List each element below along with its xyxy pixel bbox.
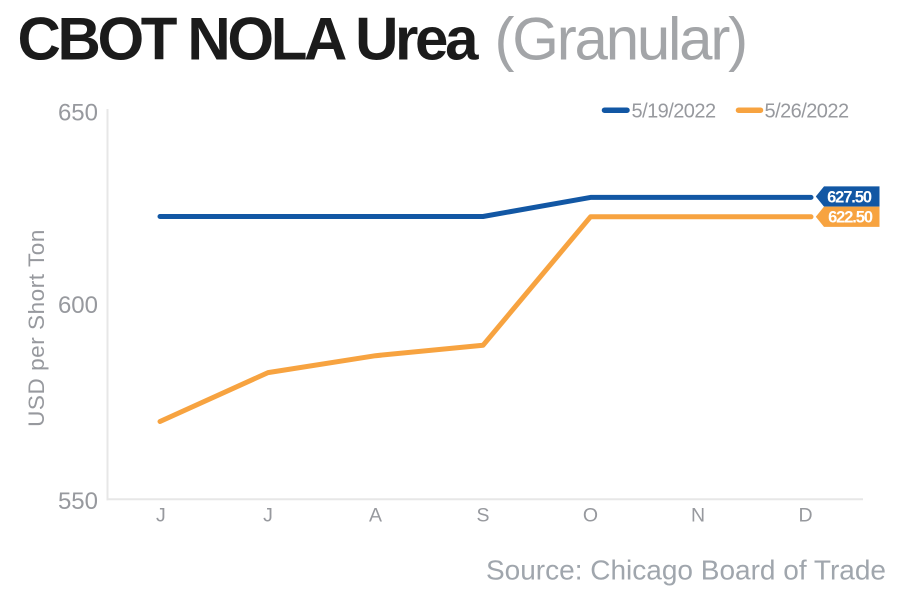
- svg-text:A: A: [369, 504, 382, 526]
- svg-text:S: S: [476, 504, 489, 526]
- svg-text:Source: Chicago Board of Trade: Source: Chicago Board of Trade: [486, 554, 886, 585]
- svg-text:J: J: [263, 504, 273, 526]
- svg-text:550: 550: [58, 488, 98, 515]
- svg-text:USD per Short Ton: USD per Short Ton: [24, 229, 49, 427]
- svg-text:(Granular): (Granular): [495, 6, 746, 73]
- svg-text:J: J: [156, 504, 166, 526]
- svg-text:N: N: [691, 504, 705, 526]
- svg-text:5/26/2022: 5/26/2022: [765, 101, 849, 123]
- svg-text:5/19/2022: 5/19/2022: [632, 101, 716, 123]
- svg-text:627.50: 627.50: [827, 189, 872, 207]
- svg-text:650: 650: [58, 100, 98, 127]
- svg-text:600: 600: [58, 292, 98, 319]
- svg-text:CBOT NOLA Urea: CBOT NOLA Urea: [18, 6, 480, 73]
- svg-text:O: O: [583, 504, 598, 526]
- svg-text:D: D: [798, 504, 812, 526]
- svg-text:622.50: 622.50: [828, 209, 873, 227]
